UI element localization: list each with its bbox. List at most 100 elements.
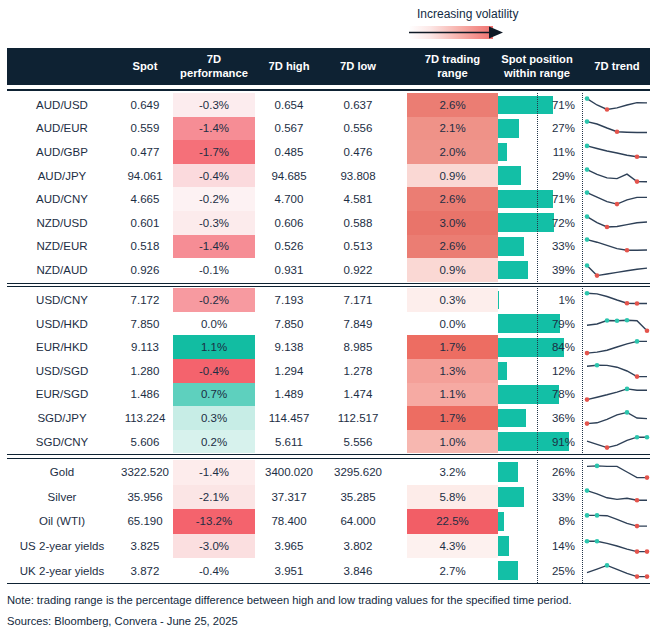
sparkline-svg	[584, 141, 650, 163]
column-header-7d-high: 7D high	[255, 60, 323, 73]
low-dot	[625, 301, 630, 306]
spot-value: 0.601	[117, 211, 173, 235]
position-value: 27%	[552, 117, 575, 141]
instrument-label: NZD/EUR	[7, 235, 117, 259]
low-dot	[645, 549, 650, 554]
trading-range-cell: 2.6%	[407, 187, 498, 211]
spacer	[393, 288, 407, 312]
instrument-label: US 2-year yields	[7, 534, 117, 559]
sparkline-svg	[584, 510, 650, 532]
table-section: USD/CNY7.172-0.2%7.1937.1710.3%1%USD/HKD…	[7, 288, 650, 453]
low-value: 0.637	[323, 93, 393, 117]
trading-range-cell: 1.7%	[407, 335, 498, 359]
high-value: 114.457	[255, 406, 323, 430]
high-dot	[585, 167, 590, 172]
trading-range-cell: 0.9%	[407, 258, 498, 282]
trading-range-cell: 1.3%	[407, 359, 498, 383]
position-bar	[498, 512, 504, 532]
low-value: 0.922	[323, 258, 393, 282]
position-value: 11%	[553, 140, 575, 164]
high-value: 5.611	[255, 430, 323, 454]
column-header-7d-trading-range: 7D trading range	[407, 53, 498, 80]
high-value: 9.138	[255, 335, 323, 359]
high-dot	[585, 96, 590, 101]
performance-cell: -1.4%	[173, 235, 255, 259]
sparkline-svg	[584, 383, 650, 405]
table-row: NZD/EUR0.518-1.4%0.5260.5132.6%33%	[7, 235, 650, 259]
trading-range-cell: 3.2%	[407, 460, 498, 485]
spacer	[393, 359, 407, 383]
sparkline-svg	[584, 165, 650, 187]
spacer	[393, 117, 407, 141]
position-bar	[498, 409, 526, 428]
low-dot	[635, 374, 640, 379]
spacer	[393, 534, 407, 559]
spacer	[393, 335, 407, 359]
high-value: 0.654	[255, 93, 323, 117]
high-dot	[585, 263, 590, 268]
instrument-label: Oil (WTI)	[7, 509, 117, 534]
table-row: EUR/SGD1.4860.7%1.4891.4741.1%78%	[7, 383, 650, 407]
trading-range-cell: 4.3%	[407, 534, 498, 559]
high-value: 1.294	[255, 359, 323, 383]
table-row: UK 2-year yields3.872-0.4%3.9513.8462.7%…	[7, 558, 650, 583]
high-dot	[615, 318, 620, 323]
performance-cell: -0.4%	[173, 164, 255, 188]
table-row: US 2-year yields3.825-3.0%3.9653.8024.3%…	[7, 534, 650, 559]
spot-value: 9.113	[117, 335, 173, 359]
spot-value: 113.224	[117, 406, 173, 430]
column-header-7d-performance: 7D performance	[173, 53, 255, 80]
spot-value: 3.825	[117, 534, 173, 559]
spacer	[393, 383, 407, 407]
position-value: 1%	[558, 288, 575, 312]
low-value: 112.517	[323, 406, 393, 430]
sparkline-svg	[584, 94, 650, 116]
low-value: 3.802	[323, 534, 393, 559]
low-dot	[605, 107, 610, 112]
range-midpoint-dotted-line	[537, 93, 538, 282]
sparkline-svg	[584, 313, 650, 335]
table-row: AUD/CNY4.665-0.2%4.7004.5812.6%71%	[7, 187, 650, 211]
trend-sparkline	[584, 534, 650, 559]
position-bar	[498, 291, 499, 310]
position-bar	[498, 385, 559, 404]
high-dot	[585, 513, 590, 518]
position-bar	[498, 261, 528, 280]
sparkline-svg	[584, 486, 650, 508]
high-dot	[585, 144, 590, 149]
performance-cell: -1.4%	[173, 460, 255, 485]
instrument-label: AUD/USD	[7, 93, 117, 117]
sparkline-svg	[584, 289, 650, 311]
performance-cell: -0.4%	[173, 558, 255, 583]
instrument-label: Gold	[7, 460, 117, 485]
position-value: 84%	[552, 335, 575, 359]
header-divider-line	[7, 89, 650, 91]
high-dot	[585, 238, 590, 243]
high-value: 37.317	[255, 485, 323, 510]
high-dot	[585, 120, 590, 125]
instrument-label: SGD/CNY	[7, 430, 117, 454]
spacer	[393, 558, 407, 583]
column-header-spot-position: Spot position within range	[498, 53, 576, 80]
high-dot	[595, 464, 600, 469]
sparkline-svg	[584, 188, 650, 210]
spacer	[393, 312, 407, 336]
range-midpoint-dotted-line	[537, 288, 538, 453]
trading-range-cell: 3.0%	[407, 211, 498, 235]
low-value: 93.808	[323, 164, 393, 188]
instrument-label: UK 2-year yields	[7, 558, 117, 583]
trend-column-dotted-line	[582, 460, 583, 583]
trend-sparkline	[584, 187, 650, 211]
spot-value: 4.665	[117, 187, 173, 211]
high-dot	[585, 539, 590, 544]
sparkline-svg	[584, 461, 650, 483]
spacer	[393, 460, 407, 485]
sparkline-svg	[584, 235, 650, 257]
volatility-legend: Increasing volatility	[7, 0, 650, 48]
trend-sparkline	[584, 211, 650, 235]
spot-value: 0.926	[117, 258, 173, 282]
position-value: 71%	[552, 93, 575, 117]
position-value: 26%	[552, 460, 575, 485]
trend-sparkline	[584, 558, 650, 583]
high-dot	[595, 539, 600, 544]
